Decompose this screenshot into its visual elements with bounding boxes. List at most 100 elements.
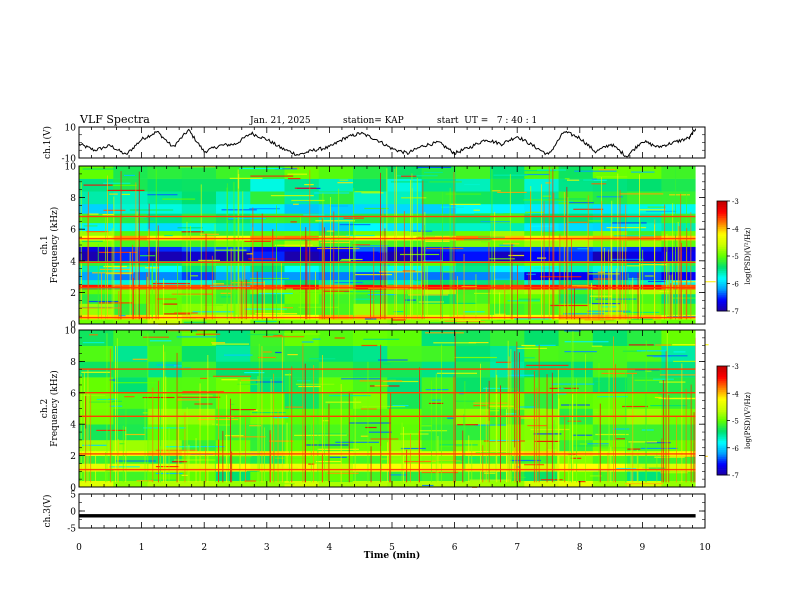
spectrogram-cell [318, 213, 354, 224]
spectrogram-cell [284, 203, 320, 214]
spectrogram-streak [108, 184, 137, 186]
colorbar-segment [717, 219, 727, 222]
x-tick-label: 1 [139, 543, 145, 553]
spectrogram-cell [318, 480, 354, 488]
colorbar-segment [717, 373, 727, 376]
colorbar-segment [717, 471, 727, 474]
colorbar-ch2: -3 -4 -5 -6 -7 log(PSD)(V²/Hz) [716, 363, 752, 480]
spectrogram-streak [89, 334, 98, 336]
spectrogram-streak [221, 379, 238, 381]
spectrogram-cell [284, 213, 320, 224]
spectrogram-streak [231, 282, 265, 284]
spectrogram-streak [400, 433, 429, 435]
spectrogram-streak [295, 383, 335, 385]
spectrogram-spheric [281, 337, 283, 483]
spectrogram-spheric [227, 451, 229, 483]
spectrogram-cell [284, 294, 320, 304]
spectrogram-spheric [625, 372, 627, 483]
spectrogram-cell [216, 345, 251, 362]
spectrogram-cell [79, 330, 114, 346]
colorbar-segment [717, 259, 727, 262]
spectrogram-cell [181, 480, 217, 488]
spectrogram-spheric [598, 272, 600, 320]
colorbar-segment [717, 261, 727, 264]
colorbar-segment [717, 464, 727, 467]
spectrogram-cell [216, 289, 251, 295]
spectrogram-spheric [507, 340, 509, 483]
spectrogram-streak [502, 213, 529, 215]
spectrogram-streak [417, 166, 452, 168]
spectrogram-cell [216, 230, 251, 236]
spectrogram-cell [627, 240, 662, 247]
spectrogram-spheric [241, 280, 243, 320]
colorbar-segment [717, 241, 727, 244]
colorbar-segment [717, 228, 727, 231]
spectrogram-streak [360, 408, 377, 410]
spectrogram-cell [250, 191, 286, 205]
spectrogram-streak [591, 183, 607, 185]
spectrogram-streak [79, 307, 121, 309]
spectrogram-streak [329, 456, 347, 458]
colorbar-segment [717, 239, 727, 242]
colorbar-segment [717, 415, 727, 418]
ch3-trace [79, 514, 696, 518]
spectrogram-spheric [508, 356, 510, 483]
spectrogram-streak [190, 275, 198, 277]
spectrogram-streak [142, 336, 169, 338]
spectrogram-streak [306, 444, 349, 446]
spectrogram-streak [169, 294, 201, 296]
spectrogram-cell [627, 260, 662, 266]
spectrogram-cell [524, 463, 560, 472]
colorbar-segment [717, 237, 727, 240]
spectrogram-streak [246, 333, 279, 336]
spectrogram-spheric [572, 394, 573, 483]
spectrogram-streak [642, 467, 666, 469]
spectrogram-cell [250, 265, 286, 273]
spectrogram-cell [284, 330, 320, 346]
spectrogram-streak [563, 313, 605, 315]
spectrogram-streak [176, 336, 217, 338]
spectrogram-cell [558, 480, 594, 488]
spectrogram-streak [113, 284, 124, 286]
spectrogram-cell [79, 230, 114, 236]
colorbar-segment [717, 201, 727, 204]
spectrogram-cell [592, 463, 628, 472]
spectrogram-streak [335, 441, 380, 443]
spectrogram-streak [403, 461, 432, 463]
spectrogram-streak [143, 218, 176, 220]
spectrogram-spheric [280, 263, 282, 320]
spectrogram-streak [211, 342, 226, 344]
spectrogram-spheric [509, 174, 511, 320]
spectrogram-streak [574, 170, 617, 172]
spectrogram-streak [516, 466, 521, 468]
spectrogram-spheric [463, 414, 465, 483]
colorbar-segment [717, 248, 727, 251]
spectrogram-streak [162, 303, 178, 305]
spectrogram-streak [339, 224, 371, 226]
spectrogram-streak [288, 178, 301, 180]
spectrogram-streak [473, 209, 480, 211]
spectrogram-cell [387, 439, 423, 452]
spectrogram-streak [212, 375, 252, 377]
spectrogram-cell [353, 260, 388, 266]
spectrogram-cell [113, 191, 149, 205]
spectrogram-spheric [151, 268, 153, 320]
spectrogram-cell [79, 471, 114, 481]
spectrogram-streak [244, 480, 257, 482]
spectrogram-spheric [269, 430, 271, 483]
spectrogram-spheric [148, 228, 150, 320]
spectrogram-streak [474, 292, 508, 294]
spectrogram-streak [183, 367, 191, 369]
spectrogram-cell [490, 191, 525, 205]
spectrogram-line [79, 215, 696, 218]
spectrogram-cell [661, 191, 697, 205]
spectrogram-spheric [668, 262, 670, 320]
spectrogram-streak [584, 319, 614, 321]
spectrogram-streak [644, 275, 654, 277]
spectrogram-streak [572, 445, 609, 447]
colorbar-segment [717, 232, 727, 235]
spectrogram-cell [147, 265, 183, 273]
spectrogram-spheric [111, 228, 113, 320]
spectrogram-cell [455, 303, 491, 315]
spectrogram-streak [231, 409, 256, 411]
